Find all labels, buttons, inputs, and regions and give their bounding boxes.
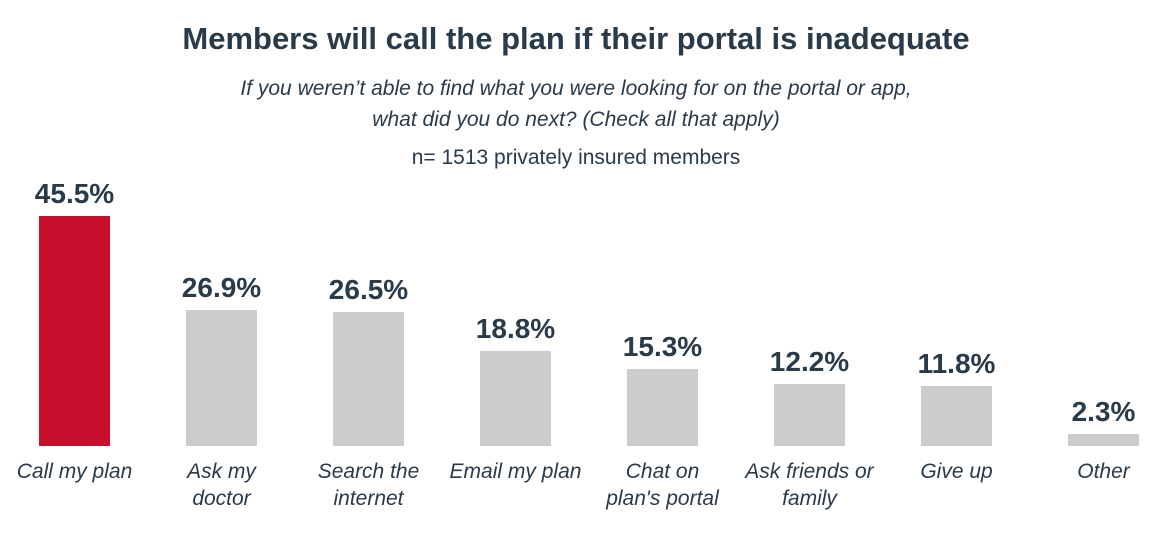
- bar-column: 15.3%: [589, 171, 736, 446]
- bar-category-label: Chat on plan's portal: [606, 460, 719, 510]
- bar: [774, 384, 845, 446]
- bar-category-label: Ask friends or family: [745, 460, 874, 510]
- bar-column: 26.5%: [295, 171, 442, 446]
- bar-value-label: 18.8%: [475, 313, 556, 344]
- chart-subtitle: If you weren’t able to find what you wer…: [240, 77, 912, 131]
- category-axis-labels: Call my plan Ask my doctor Search the inte…: [1, 458, 1152, 512]
- bar-value-label: 26.9%: [181, 272, 262, 303]
- bar-category-label: Other: [1077, 460, 1130, 483]
- bar-category-label: Call my plan: [16, 460, 133, 483]
- bar-category-label: Email my plan: [449, 460, 582, 483]
- chart-header: Members will call the plan if their port…: [0, 0, 1152, 171]
- bar-column: 12.2%: [736, 171, 883, 446]
- bar-column: 2.3%: [1030, 171, 1152, 446]
- bar-category-label: Ask my doctor: [187, 460, 256, 510]
- chart-title: Members will call the plan if their port…: [182, 21, 970, 56]
- bar-value-label: 26.5%: [328, 274, 409, 305]
- bar-column: 18.8%: [442, 171, 589, 446]
- bar: [921, 386, 992, 446]
- bar-value-label: 15.3%: [622, 331, 703, 362]
- bar: [333, 312, 404, 446]
- bar-value-label: 45.5%: [34, 178, 115, 209]
- bar: [1068, 434, 1139, 446]
- bar: [627, 369, 698, 446]
- bar-column: 11.8%: [883, 171, 1030, 446]
- bar-value-label: 12.2%: [769, 346, 850, 377]
- bar-value-label: 2.3%: [1071, 396, 1136, 427]
- bar-value-label: 11.8%: [917, 348, 996, 379]
- bar-column: 26.9%: [148, 171, 295, 446]
- sample-size-note: n= 1513 privately insured members: [411, 146, 741, 169]
- bar-chart-plot-area: 45.5% 26.9% 26.5% 18.8% 15.3% 12.2% 11.8% 2.3%: [1, 171, 1152, 446]
- bar-column: 45.5%: [1, 171, 148, 446]
- bar: [186, 310, 257, 446]
- bar-highlighted: [39, 216, 110, 446]
- bar: [480, 351, 551, 446]
- bar-category-label: Give up: [920, 460, 993, 483]
- bar-category-label: Search the internet: [317, 460, 420, 510]
